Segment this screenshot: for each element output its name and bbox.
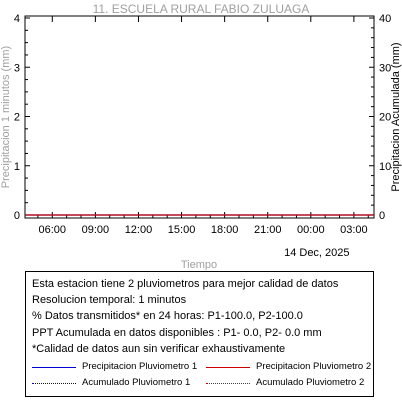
info-line: % Datos transmitidos* en 24 horas: P1-10… [32,310,303,322]
legend-sample-precip-1 [32,367,76,368]
info-line: *Calidad de datos aun sin verificar exha… [32,343,286,355]
y-axis-label-right: Precipitacion Acumulada (mm) [390,42,402,191]
date-label: 14 Dec, 2025 [284,247,349,259]
legend-sample-precip-2 [206,367,250,368]
legend-sample-acum-1 [32,383,76,384]
info-line: PPT Acumulada en datos disponibles : P1-… [32,327,322,339]
x-tick-label: 03:00 [340,224,368,236]
legend-label-acum-2: Acumulado Pluviometro 2 [256,377,365,388]
info-line: Esta estacion tiene 2 pluviometros para … [32,278,339,290]
plot-area [24,15,375,219]
x-tick-label: 18:00 [211,224,239,236]
x-tick-label: 00:00 [297,224,325,236]
legend-label-acum-1: Acumulado Pluviometro 1 [82,377,191,388]
y-tick-label-right: 30 [379,62,391,74]
legend-sample-acum-2 [206,383,250,384]
legend-label-precip-2: Precipitacion Pluviometro 2 [256,361,372,372]
y-axis-label-left: Precipitacion 1 minutos (mm) [0,46,12,188]
y-tick-label-right: 20 [379,112,391,124]
y-tick-label-left: 1 [14,161,20,173]
x-tick-label: 06:00 [39,224,67,236]
y-tick-label-left: 2 [14,112,20,124]
info-box: Esta estacion tiene 2 pluviometros para … [25,271,374,397]
y-tick-label-right: 10 [379,161,391,173]
x-tick-label: 09:00 [82,224,110,236]
y-tick-label-left: 4 [14,13,20,25]
y-tick-label-right: 0 [379,210,385,222]
x-tick-label: 21:00 [254,224,282,236]
y-tick-label-right: 40 [379,13,391,25]
y-tick-label-left: 0 [14,210,20,222]
legend-label-precip-1: Precipitacion Pluviometro 1 [82,361,198,372]
info-line: Resolucion temporal: 1 minutos [32,294,187,306]
x-tick-label: 12:00 [125,224,153,236]
x-axis-label: Tiempo [181,259,217,270]
y-tick-label-left: 3 [14,62,20,74]
chart-title: 11. ESCUELA RURAL FABIO ZULUAGA [93,2,310,16]
rainfall-chart: 11. ESCUELA RURAL FABIO ZULUAGA 01234010… [0,2,402,270]
x-tick-label: 15:00 [168,224,196,236]
